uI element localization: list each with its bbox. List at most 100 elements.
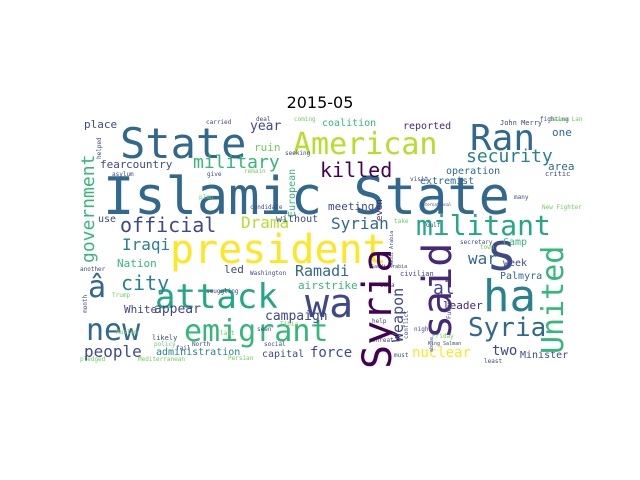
word-extremist: extremist [420,176,475,187]
word-king-salman: King Salman [428,341,462,347]
word-year: year [250,119,282,134]
word-war: war [468,249,497,268]
word-emigrant: emigrant [184,314,329,349]
word-white: White [124,303,158,316]
word-capital: capital [262,349,305,360]
word-muslim: Muslim [116,329,138,336]
word-military: military [193,152,280,173]
word-killed: killed [320,158,393,182]
word-gulf: Gulf [426,222,441,229]
word-city: city [121,271,170,295]
chart-title: 2015-05 [286,93,354,112]
word-president: president [170,227,387,273]
word-led: led [224,263,244,276]
word-even: even [375,199,385,221]
word-many: many [514,194,529,201]
word-mediterranean: Mediterranean [138,356,185,363]
word-country: country [126,158,173,171]
word-reported: reported [403,121,452,132]
word-new-fighter: abuse [429,336,435,352]
word-another: another [80,266,106,273]
word-policy: policy [154,341,176,348]
word-visit: visit [410,176,429,183]
word-plan: plan [199,194,214,201]
word-social: social [264,341,286,348]
word-one: one [552,126,572,139]
word-seen: seen [257,326,272,333]
word-pledged: pledged [80,356,106,363]
word-government: government [78,154,99,263]
word-sana: New Fighter [542,204,582,211]
word-use: use [98,214,117,225]
word-give: give [207,171,222,178]
word-ran: Ran [470,118,536,159]
word-smuggling: smuggling [206,288,239,295]
word-leader: leader [443,299,483,312]
word-helped: helped [96,137,103,159]
word-washington: Washington [250,270,287,277]
word-ramadi: Ramadi [295,262,350,280]
word-syrian: Syrian [331,214,389,233]
word-friday: Friday [432,333,454,340]
word-administration: administration [156,347,241,358]
word-coalition: coalition [322,118,377,129]
word-american: American [293,127,438,162]
word-funny: Funny [446,300,453,319]
word-said: said [415,242,461,339]
word-candidate: candidate [250,204,283,211]
word-two: two [492,343,518,359]
word-campaign: campaign [265,309,328,324]
word-deal: deal [256,116,271,123]
word-drama: Drama [241,213,290,232]
word-operation: operation [446,166,501,177]
word-airstrike: airstrike [298,279,358,292]
word-ha: ha [483,271,536,322]
word-night: night [414,326,433,333]
word-ruin: ruin [254,141,281,154]
word-last: last [220,330,235,337]
word-critic: critic [545,170,571,178]
word-iran: Sana [380,282,395,289]
word-minister: Minister [520,350,569,361]
word-month: month [82,294,89,313]
word-palmyra: Palmyra [500,271,543,282]
word-asylum: asylum [112,171,134,178]
word-meeting: meeting [328,200,375,213]
word-threat: threat [372,337,394,344]
word-people: people [84,342,142,361]
word-official: official [120,213,217,237]
word-a-circumflex: â [88,270,107,305]
word-seeking: seeking [285,150,311,157]
word-secretary: secretary [460,239,493,246]
word-iraqi: Iraqi [122,235,171,254]
word-abuse: Saana Lan [550,116,583,123]
word-civilian: civilian [400,270,434,278]
word-group: Syria [468,313,547,343]
word-camp: Camp [503,237,528,248]
word-fighting: fighting [540,116,569,123]
word-without: without [276,214,319,225]
word-coming: coming [294,116,316,123]
word-likely: likely [152,334,178,342]
word-north: North [192,341,211,348]
word-international: international [420,202,452,207]
word-militant: militant [416,209,551,242]
word-new: new [86,313,141,348]
word-nation: Nation [117,257,157,270]
word-nuclear: nuclear [412,345,472,361]
word-place: place [84,118,118,131]
word-saudi-arabia: Saudi Arabia [389,230,395,267]
word-fail: fail [176,345,191,352]
word-trump: Trump [112,292,131,299]
word-s: s [486,223,518,283]
word-week: week [503,258,528,269]
word-cloud: Islamic State president State American R… [78,116,583,370]
word-conflict: conflict [403,310,410,339]
word-state: State [120,119,247,168]
word-persian: Persian [228,355,254,362]
word-remain: remain [244,168,266,175]
word-appear: appear [154,302,201,317]
word-force: force [310,345,353,361]
word-saana-lan: Saudi Arabia [371,264,408,270]
word-carried: carried [206,119,232,126]
